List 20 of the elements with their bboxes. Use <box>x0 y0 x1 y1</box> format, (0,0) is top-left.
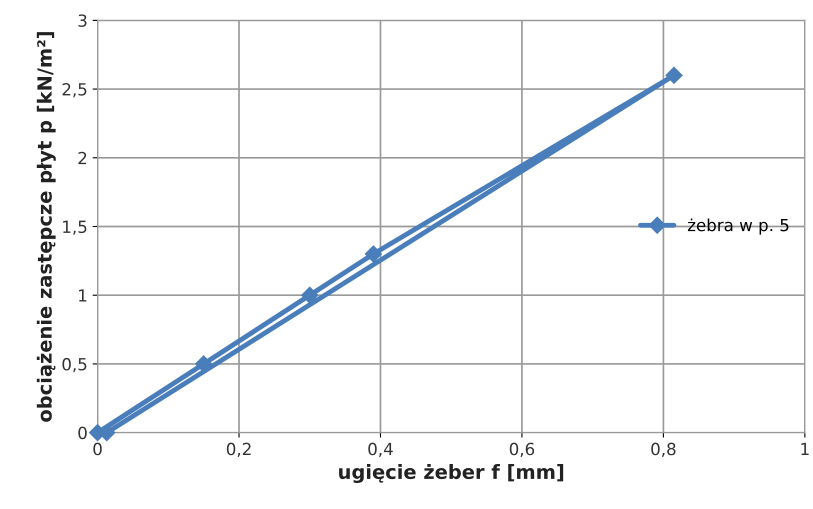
x-tick-label: 0,2 <box>226 442 251 457</box>
x-tick-label: 0 <box>93 442 102 456</box>
legend-label: żebra w p. 5 <box>688 218 788 235</box>
y-tick-label: 2 <box>78 152 86 164</box>
y-tick-label: 0 <box>78 426 87 440</box>
point <box>301 286 318 304</box>
y-tick-label: 2,5 <box>62 83 86 98</box>
point <box>195 355 212 372</box>
y-tick-label: 1,5 <box>63 220 86 235</box>
point <box>364 245 382 263</box>
y-tick-label: 3 <box>78 14 86 27</box>
x-tick-label: 0,4 <box>368 442 393 457</box>
y-tick-label: 0,5 <box>62 358 86 372</box>
x-axis-title: ugięcie żeber f [mm] <box>339 464 564 484</box>
x-tick-label: 0,8 <box>651 442 676 457</box>
point <box>665 66 683 84</box>
y-axis-title: obciążenie zastępcze płyt p [kN/m²] <box>36 32 56 422</box>
x-tick-label: 0,6 <box>510 442 534 457</box>
y-tick-label: 1 <box>79 289 86 302</box>
x-tick-label: 1 <box>801 442 809 456</box>
